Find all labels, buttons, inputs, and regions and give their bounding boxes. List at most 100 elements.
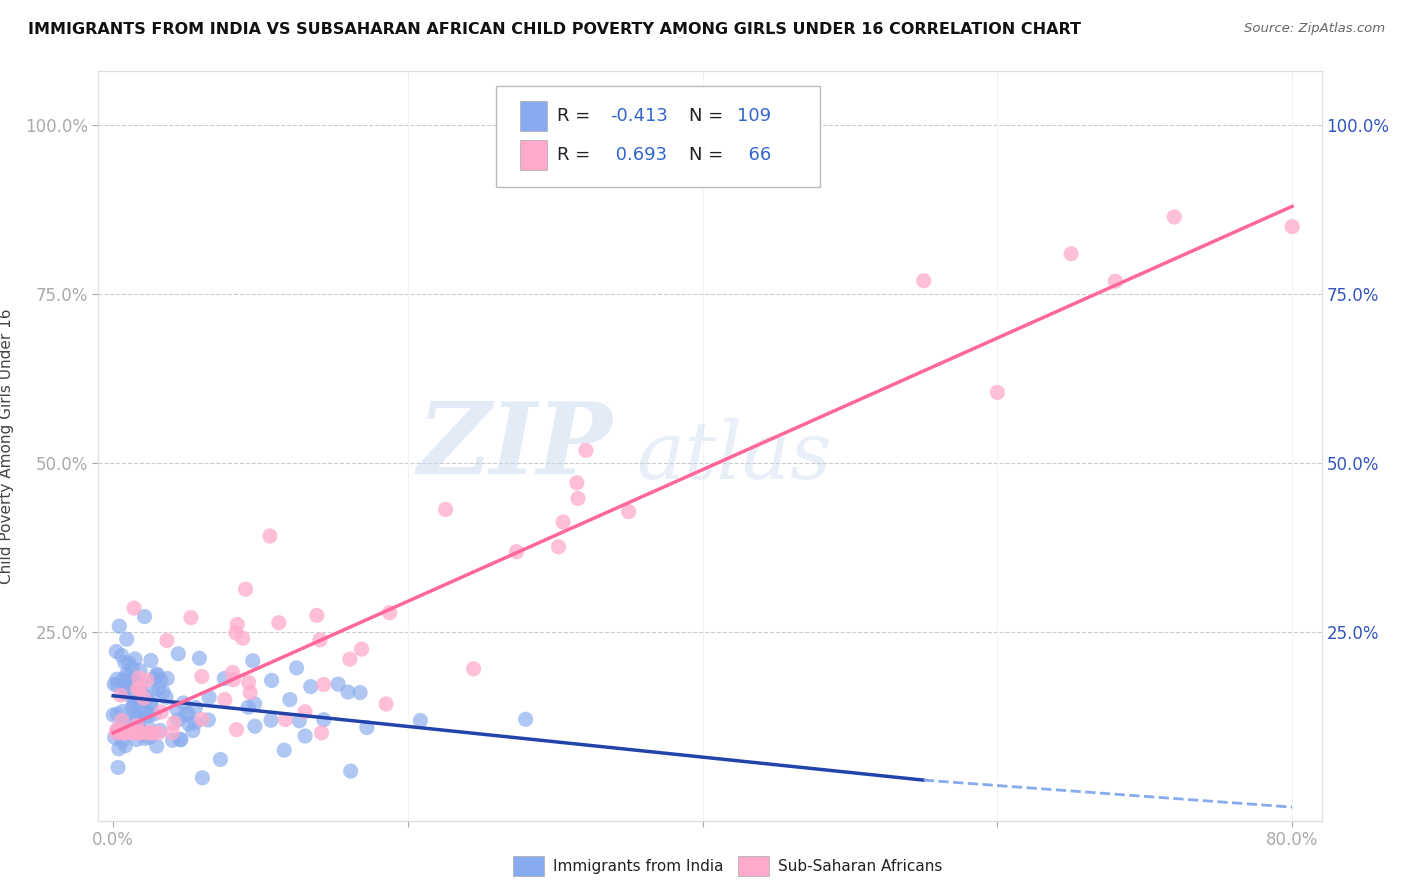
Point: [305, 608, 328, 623]
Point: [156, 672, 179, 686]
Point: [131, 677, 153, 691]
Point: [128, 683, 150, 698]
Point: [225, 626, 247, 640]
Point: [235, 582, 257, 596]
Point: [112, 718, 135, 732]
Point: [180, 610, 202, 624]
Point: [115, 667, 138, 681]
Point: [375, 697, 398, 711]
Point: [143, 707, 166, 722]
Point: [122, 601, 145, 615]
Point: [553, 515, 575, 529]
Point: [565, 475, 588, 490]
Point: [129, 723, 152, 738]
Point: [124, 698, 146, 713]
FancyBboxPatch shape: [520, 102, 547, 131]
Point: [312, 713, 335, 727]
Point: [278, 692, 301, 706]
Point: [141, 699, 163, 714]
Point: [243, 697, 266, 711]
Point: [1060, 247, 1083, 261]
Point: [104, 731, 127, 745]
Point: [146, 668, 169, 682]
Point: [912, 274, 935, 288]
Point: [129, 664, 152, 678]
Point: [111, 734, 134, 748]
Point: [174, 707, 197, 722]
Point: [162, 733, 184, 747]
Point: [197, 713, 219, 727]
Point: [149, 723, 172, 738]
Point: [105, 726, 128, 740]
Point: [111, 714, 134, 728]
Point: [191, 712, 214, 726]
Text: 66: 66: [737, 145, 770, 163]
Point: [239, 685, 262, 699]
Point: [110, 648, 132, 663]
Point: [547, 540, 569, 554]
Point: [124, 652, 146, 666]
Point: [260, 673, 283, 688]
Point: [152, 685, 174, 699]
Point: [260, 713, 283, 727]
Point: [267, 615, 290, 630]
Point: [115, 632, 138, 647]
Point: [129, 710, 152, 724]
Point: [139, 654, 162, 668]
Point: [1163, 210, 1185, 224]
Point: [117, 656, 139, 670]
Point: [118, 726, 141, 740]
Point: [139, 726, 162, 740]
Point: [107, 760, 129, 774]
Point: [107, 723, 129, 737]
Point: [225, 723, 247, 737]
Point: [105, 644, 128, 658]
Point: [143, 672, 166, 686]
Point: [108, 741, 131, 756]
Point: [111, 673, 134, 687]
Point: [107, 725, 129, 739]
Point: [274, 713, 297, 727]
Point: [378, 606, 401, 620]
Point: [155, 690, 177, 705]
Text: 0.693: 0.693: [610, 145, 666, 163]
Point: [117, 714, 139, 728]
Point: [294, 705, 316, 719]
Text: Source: ZipAtlas.com: Source: ZipAtlas.com: [1244, 22, 1385, 36]
Point: [103, 677, 125, 691]
Point: [273, 743, 295, 757]
Point: [121, 701, 143, 715]
Point: [226, 617, 249, 632]
Point: [242, 654, 264, 668]
Point: [141, 726, 163, 740]
Point: [214, 692, 236, 706]
Point: [209, 752, 232, 766]
Point: [160, 726, 183, 740]
Point: [170, 732, 193, 747]
Text: IMMIGRANTS FROM INDIA VS SUBSAHARAN AFRICAN CHILD POVERTY AMONG GIRLS UNDER 16 C: IMMIGRANTS FROM INDIA VS SUBSAHARAN AFRI…: [28, 22, 1081, 37]
Text: atlas: atlas: [637, 418, 832, 496]
Point: [125, 726, 148, 740]
Point: [115, 687, 138, 701]
Point: [125, 677, 148, 691]
Point: [167, 647, 190, 661]
Point: [259, 529, 281, 543]
Point: [156, 633, 179, 648]
Point: [114, 656, 136, 670]
Point: [125, 712, 148, 726]
Point: [285, 661, 308, 675]
Point: [184, 700, 207, 714]
Point: [127, 694, 149, 708]
Point: [515, 712, 537, 726]
Point: [177, 706, 200, 721]
Point: [138, 708, 160, 723]
Point: [128, 671, 150, 685]
Point: [114, 739, 136, 753]
Point: [434, 502, 457, 516]
Point: [184, 715, 207, 730]
Point: [288, 714, 311, 728]
Point: [222, 665, 245, 680]
Point: [191, 771, 214, 785]
Point: [181, 723, 204, 738]
Point: [232, 631, 254, 645]
